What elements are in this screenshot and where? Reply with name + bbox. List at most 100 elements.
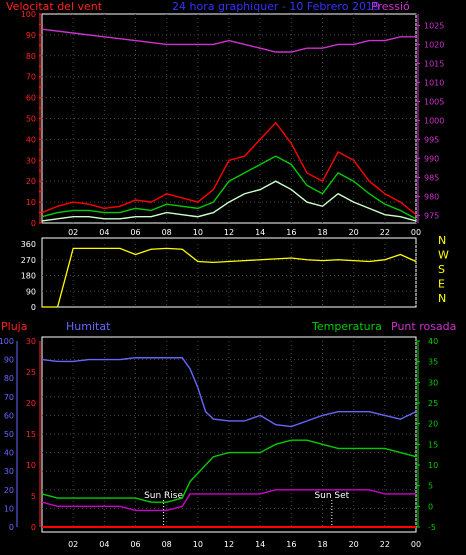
temperature-tick-label: 5 xyxy=(428,482,433,491)
wind-speed-title: Velocitat del vent xyxy=(6,0,103,13)
weather-grid xyxy=(42,341,417,527)
wind-tick-label: 50 xyxy=(26,115,36,124)
humidity-tick-label: 20 xyxy=(4,486,14,495)
wind-tick-label: 20 xyxy=(26,177,36,186)
direction-series-line xyxy=(42,247,417,308)
weather-x-tick-label: 12 xyxy=(224,540,234,549)
weather-x-tick-label: 14 xyxy=(255,540,265,549)
weather-x-tick-label: 10 xyxy=(193,540,203,549)
humidity-tick-label: 10 xyxy=(4,504,14,513)
wind-x-tick-label: 22 xyxy=(380,228,390,237)
compass-label: S xyxy=(438,263,445,276)
direction-grid xyxy=(42,244,417,307)
wind-series-line xyxy=(41,180,417,222)
humidity-tick-label: 60 xyxy=(4,411,14,420)
pressure-title: Pressió xyxy=(371,0,410,13)
compass-label: E xyxy=(438,278,445,291)
wind-x-tick-label: 06 xyxy=(130,228,140,237)
temperature-tick-label: 30 xyxy=(428,378,438,387)
wind-left-axis: 0 10 20 30 40 50 60 70 80 90 100 xyxy=(21,10,42,228)
wind-tick-label: 80 xyxy=(26,52,36,61)
pressure-tick-label: 975 xyxy=(424,211,439,220)
temperature-tick-label: 20 xyxy=(428,420,438,429)
wind-x-tick-label: 18 xyxy=(317,228,327,237)
humidity-tick-label: 0 xyxy=(9,523,14,532)
rain-label: Pluja xyxy=(1,320,27,333)
wind-tick-label: 40 xyxy=(26,135,36,144)
wind-x-tick-label: 14 xyxy=(255,228,265,237)
direction-tick-label: 180 xyxy=(21,272,36,281)
wind-series xyxy=(41,28,417,222)
weather-x-tick-label: 06 xyxy=(130,540,140,549)
weather-x-tick-label: 00 xyxy=(411,540,421,549)
wind-grid xyxy=(42,14,417,223)
temperature-tick-label: 35 xyxy=(428,358,438,367)
wind-tick-label: 10 xyxy=(26,198,36,207)
pressure-tick-label: 1025 xyxy=(424,21,444,30)
humidity-label: Humitat xyxy=(66,320,111,333)
direction-left-axis: 0 90 180 270 360 xyxy=(21,240,36,312)
rain-tick-label: 10 xyxy=(26,461,36,470)
wind-tick-label: 90 xyxy=(26,31,36,40)
weather-series-line xyxy=(41,439,417,503)
weather-x-tick-label: 02 xyxy=(68,540,78,549)
humidity-tick-label: 90 xyxy=(4,356,14,365)
dewpoint-label: Punt rosada xyxy=(391,320,456,333)
compass-label: N xyxy=(438,234,446,247)
weather-x-tick-label: 08 xyxy=(162,540,172,549)
weather-x-tick-label: 16 xyxy=(286,540,296,549)
rain-tick-label: 5 xyxy=(31,492,36,501)
weather-series xyxy=(41,357,417,528)
temperature-tick-label: 40 xyxy=(428,337,438,346)
rain-tick-label: 15 xyxy=(26,430,36,439)
wind-tick-label: 60 xyxy=(26,94,36,103)
temperature-tick-label: 25 xyxy=(428,399,438,408)
wind-x-tick-label: 20 xyxy=(349,228,359,237)
pressure-tick-label: 985 xyxy=(424,173,439,182)
humidity-tick-label: 30 xyxy=(4,467,14,476)
direction-tick-label: 0 xyxy=(31,303,36,312)
sun-rise-label: Sun Rise xyxy=(144,491,183,501)
rain-tick-label: 20 xyxy=(26,399,36,408)
direction-tick-label: 90 xyxy=(26,287,36,296)
wind-series-line xyxy=(41,121,417,216)
temperature-label: Temperatura xyxy=(311,320,382,333)
pressure-tick-label: 1005 xyxy=(424,97,444,106)
weather-x-tick-label: 18 xyxy=(317,540,327,549)
pressure-right-axis: 975 980 985 990 995 1000 1005 1010 1015 1020 1025 xyxy=(416,14,444,223)
humidity-tick-label: 40 xyxy=(4,449,14,458)
weather-x-axis: 02 04 06 08 10 12 14 16 18 20 22 00 xyxy=(68,540,421,549)
sun-markers: Sun Rise Sun Set xyxy=(144,491,350,527)
humidity-tick-label: 70 xyxy=(4,393,14,402)
sun-set-label: Sun Set xyxy=(314,491,349,501)
wind-x-tick-label: 16 xyxy=(286,228,296,237)
temperature-tick-label: 15 xyxy=(428,440,438,449)
pressure-tick-label: 995 xyxy=(424,135,439,144)
weather-right-axis: -5 0 5 10 15 20 25 30 35 40 xyxy=(416,337,438,532)
wind-series-line xyxy=(41,28,416,53)
weather-x-tick-label: 04 xyxy=(99,540,109,549)
wind-tick-label: 100 xyxy=(21,10,36,19)
wind-x-tick-label: 08 xyxy=(162,228,172,237)
weather-series-line xyxy=(41,357,417,428)
rain-tick-label: 25 xyxy=(26,368,36,377)
pressure-tick-label: 1010 xyxy=(424,78,444,87)
rain-tick-label: 0 xyxy=(31,523,36,532)
wind-x-axis: 02 04 06 08 10 12 14 16 18 20 22 00 xyxy=(68,228,421,237)
rain-tick-label: 30 xyxy=(26,337,36,346)
wind-x-tick-label: 10 xyxy=(193,228,203,237)
wind-x-tick-label: 12 xyxy=(224,228,234,237)
temperature-tick-label: 10 xyxy=(428,461,438,470)
direction-tick-label: 360 xyxy=(21,240,36,249)
direction-series xyxy=(42,247,417,308)
wind-x-tick-label: 04 xyxy=(99,228,109,237)
weather-series-line xyxy=(41,489,416,512)
pressure-tick-label: 980 xyxy=(424,192,439,201)
pressure-tick-label: 1000 xyxy=(424,116,444,125)
pressure-tick-label: 1020 xyxy=(424,40,444,49)
humidity-tick-label: 80 xyxy=(4,374,14,383)
wind-tick-label: 0 xyxy=(31,219,36,228)
weather-x-tick-label: 20 xyxy=(349,540,359,549)
